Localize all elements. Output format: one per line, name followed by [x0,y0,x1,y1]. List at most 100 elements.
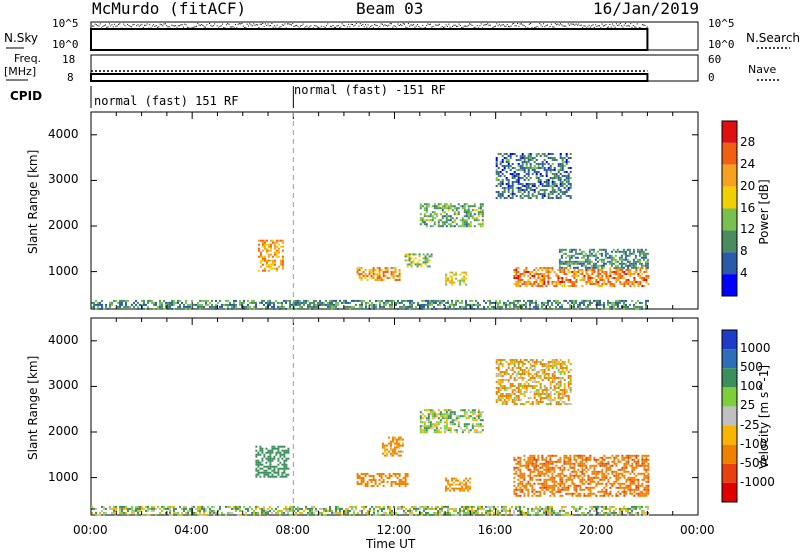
velocity-echo-cell [473,511,475,514]
power-echo-cell [235,303,237,306]
velocity-echo-cell [397,507,399,510]
nsky-point [414,26,416,28]
nsky-point [459,25,461,26]
velocity-echo-cell [465,481,468,484]
power-echo-cell [519,183,522,185]
power-echo-cell [439,219,442,222]
velocity-echo-cell [366,481,369,483]
power-echo-cell [594,254,597,257]
velocity-echo-cell [229,511,231,514]
velocity-echo-cell [573,492,576,495]
velocity-echo-cell [429,507,431,510]
velocity-echo-cell [427,415,430,418]
power-echo-cell [173,307,175,310]
velocity-echo-cell [521,472,524,475]
power-echo-cell [545,171,548,173]
power-echo-cell [575,301,577,304]
velocity-echo-cell [635,513,637,516]
power-echo-cell [407,307,409,310]
velocity-echo-cell [415,507,417,510]
power-echo-cell [471,215,474,218]
velocity-echo-cell [543,478,546,481]
power-echo-cell [279,305,281,308]
velocity-echo-cell [523,464,526,467]
velocity-echo-cell [291,505,293,508]
velocity-echo-cell [619,460,622,463]
nsky-point [567,23,569,25]
velocity-echo-cell [609,513,611,516]
power-echo-cell [645,269,648,271]
power-echo-cell [437,299,439,302]
power-echo-cell [227,307,229,310]
velocity-echo-cell [547,460,550,463]
power-echo-cell [233,303,235,306]
velocity-echo-cell [527,492,530,495]
velocity-echo-cell [425,409,428,412]
velocity-echo-cell [353,505,355,508]
power-echo-cell [425,299,427,302]
nsky-point [638,27,639,29]
velocity-echo-cell [467,409,470,412]
nsky-point [423,27,425,29]
power-echo-cell [549,299,551,302]
power-echo-cell [619,307,621,310]
velocity-echo-cell [451,507,453,510]
velocity-echo-cell [385,454,388,457]
velocity-echo-cell [477,511,479,514]
nsky-point [268,25,270,27]
power-echo-cell [181,307,183,310]
velocity-echo-cell [633,466,636,469]
velocity-echo-cell [447,479,450,482]
velocity-echo-cell [609,490,612,493]
power-echo-cell [630,252,633,255]
power-echo-cell [161,305,163,308]
power-echo-cell [384,275,387,277]
velocity-echo-cell [631,478,634,481]
velocity-echo-cell [189,507,191,510]
velocity-echo-cell [587,458,590,461]
velocity-echo-cell [517,484,520,487]
power-echo-cell [539,155,542,157]
velocity-echo-cell [145,505,147,508]
power-echo-cell [463,225,466,228]
power-echo-cell [423,213,426,216]
nsky-point [488,24,490,26]
power-echo-cell [495,299,497,302]
velocity-echo-cell [467,487,470,490]
velocity-echo-cell [637,458,640,461]
nsky-point [296,24,298,26]
power-echo-cell [213,307,215,310]
power-echo-cell [535,159,538,161]
power-echo-cell [273,251,276,254]
velocity-echo-cell [425,511,427,514]
velocity-echo-cell [367,509,369,512]
velocity-echo-cell [641,464,644,467]
velocity-echo-cell [597,480,600,483]
power-echo-cell [607,277,610,279]
power-echo-cell [503,157,506,159]
velocity-echo-cell [601,464,604,467]
velocity-echo-cell [289,505,291,508]
velocity-echo-cell [211,505,213,508]
power-echo-cell [531,193,534,195]
power-echo-cell [309,307,311,310]
power-echo-cell [644,260,647,263]
velocity-echo-cell [467,417,470,420]
power-echo-cell [632,262,635,265]
power-echo-cell [513,303,515,306]
velocity-echo-cell [585,470,588,473]
velocity-echo-cell [457,483,460,486]
velocity-echo-cell [435,415,438,418]
velocity-echo-cell [189,513,191,516]
power-echo-cell [603,301,605,304]
power-echo-cell [125,303,127,306]
power-echo-cell [473,219,476,222]
nsky-point [492,27,494,29]
velocity-echo-cell [449,427,452,430]
power-echo-cell [397,299,399,302]
power-echo-cell [191,299,193,302]
nsky-point [610,26,612,28]
power-echo-cell [319,301,321,304]
velocity-echo-cell [553,480,556,483]
power-echo-cell [561,285,564,287]
